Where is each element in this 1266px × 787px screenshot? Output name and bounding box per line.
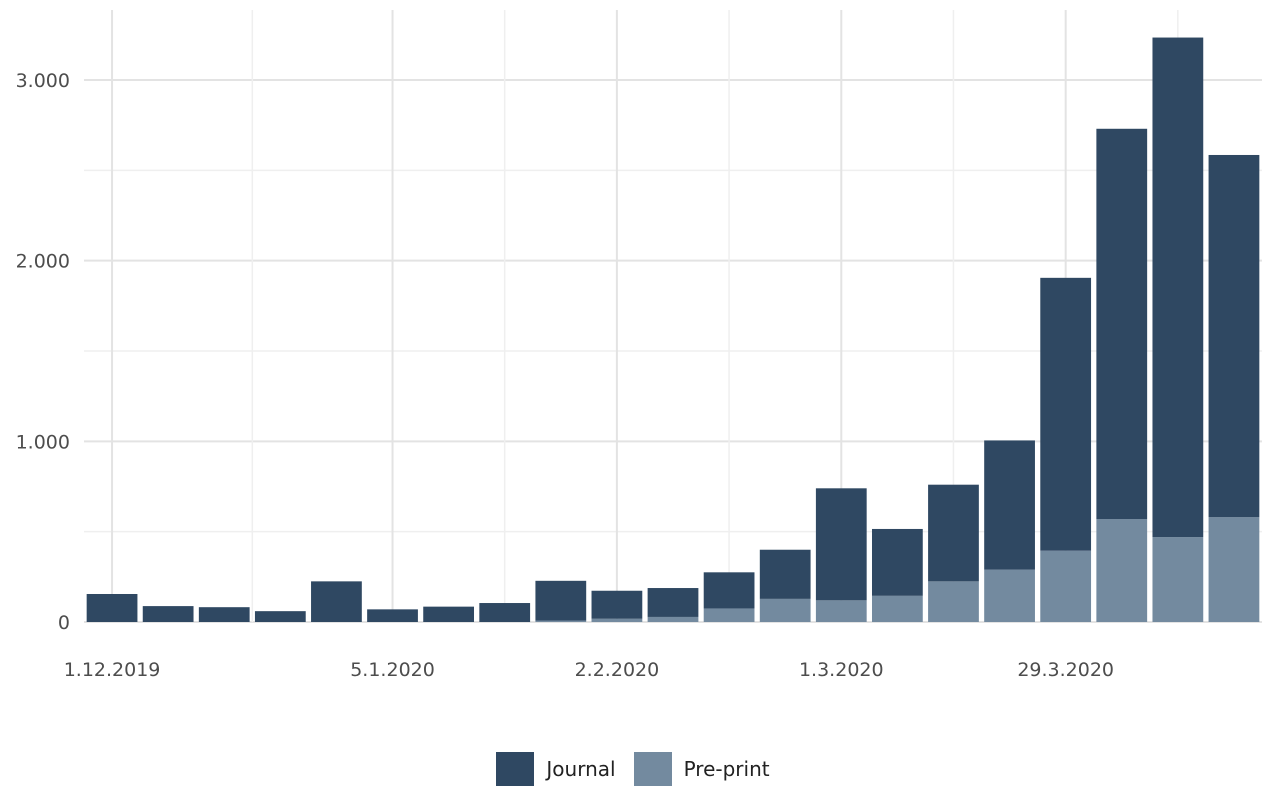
bar-journal — [815, 488, 867, 601]
bar-journal — [591, 590, 643, 619]
x-axis: 1.12.2019 5.1.2020 2.2.2020 1.3.2020 29.3.20… — [64, 659, 1114, 681]
bar-preprint — [1096, 519, 1148, 622]
bar-preprint — [591, 618, 643, 622]
legend-swatch-preprint — [633, 752, 672, 786]
bar-journal — [1096, 128, 1148, 520]
bar-journal — [759, 549, 811, 599]
bar-journal — [871, 528, 923, 596]
bar-preprint — [1040, 550, 1092, 622]
bar-journal — [479, 603, 531, 622]
y-tick-label: 1.000 — [16, 431, 70, 453]
bar-journal — [1152, 37, 1204, 538]
y-tick-label: 2.000 — [16, 251, 70, 273]
bar-journal — [1040, 277, 1092, 551]
bar-chart: 0 1.000 2.000 3.000 1.12.2019 5.1.2020 2.2.20… — [16, 10, 1262, 681]
bar-preprint — [535, 620, 587, 622]
bar-preprint — [703, 608, 755, 622]
bar-preprint — [759, 598, 811, 622]
y-axis: 0 1.000 2.000 3.000 — [16, 70, 70, 634]
y-tick-label: 3.000 — [16, 70, 70, 92]
legend-swatch-journal — [496, 752, 535, 786]
legend: Journal Pre-print — [0, 752, 1266, 786]
x-tick-label: 29.3.2020 — [1017, 659, 1114, 681]
bar-preprint — [1208, 517, 1260, 622]
x-tick-label: 1.3.2020 — [799, 659, 884, 681]
x-tick-label: 1.12.2019 — [64, 659, 161, 681]
bar-preprint — [928, 581, 979, 622]
bar-journal — [647, 588, 699, 617]
bar-journal — [86, 593, 138, 622]
x-tick-label: 5.1.2020 — [350, 659, 435, 681]
bar-journal — [198, 607, 250, 622]
legend-label-preprint: Pre-print — [683, 757, 770, 781]
bar-preprint — [1152, 537, 1204, 622]
bar-journal — [367, 609, 418, 622]
bar-journal — [928, 484, 979, 582]
legend-item-journal: Journal — [496, 752, 616, 786]
bar-journal — [984, 440, 1035, 570]
bar-journal — [254, 611, 306, 622]
bar-preprint — [984, 569, 1035, 622]
y-tick-label: 0 — [58, 612, 70, 634]
bar-journal — [142, 606, 194, 622]
bar-journal — [703, 572, 755, 609]
legend-item-preprint: Pre-print — [633, 752, 770, 786]
bar-journal — [535, 580, 587, 621]
bar-journal — [311, 581, 362, 622]
bar-preprint — [815, 600, 867, 622]
bar-preprint — [871, 595, 923, 622]
bar-preprint — [647, 616, 699, 622]
legend-label-journal: Journal — [546, 757, 616, 781]
bar-journal — [423, 606, 475, 622]
bars — [86, 37, 1260, 622]
x-tick-label: 2.2.2020 — [575, 659, 660, 681]
bar-journal — [1208, 154, 1260, 518]
